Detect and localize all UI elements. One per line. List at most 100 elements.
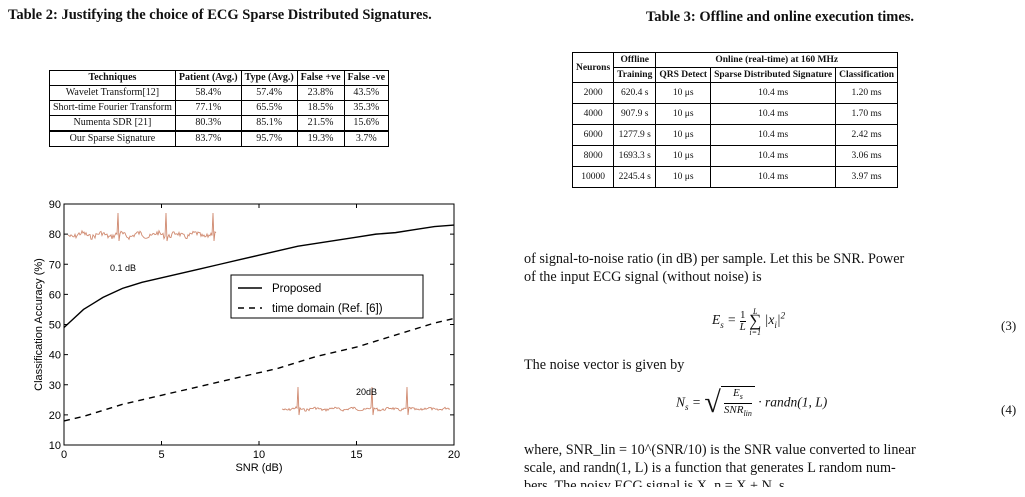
table-cell: 8000	[571, 145, 615, 167]
table-cell: Short-time Fourier Transform	[49, 100, 176, 116]
y-tick-label: 70	[49, 259, 61, 271]
table-cell: Numenta SDR [21]	[49, 115, 176, 132]
equation-3-number: (3)	[1001, 318, 1017, 333]
table-cell: 1693.3 s	[613, 145, 657, 167]
table2-header: Type (Avg.)	[240, 70, 298, 86]
table-cell: 10 μs	[655, 103, 712, 125]
plot-frame	[63, 203, 455, 446]
table-cell: 4000	[571, 103, 615, 125]
table3-header-online: Online (real-time) at 160 MHz	[655, 52, 899, 68]
table-row: Wavelet Transform[12] 58.4% 57.4% 23.8% …	[49, 85, 390, 101]
table-cell: 85.1%	[240, 115, 298, 132]
table-cell: 19.3%	[296, 130, 345, 147]
y-tick-label: 80	[49, 229, 61, 241]
x-tick-label: 0	[61, 449, 67, 461]
table-cell: 58.4%	[174, 85, 242, 101]
table-cell: 65.5%	[240, 100, 298, 116]
table-cell: 10 μs	[655, 82, 712, 104]
table-cell: 21.5%	[296, 115, 345, 132]
table-row: 2000 620.4 s 10 μs 10.4 ms 1.20 ms	[571, 82, 899, 104]
table3-caption: Table 3: Offline and online execution ti…	[645, 9, 915, 25]
table-row: Numenta SDR [21] 80.3% 85.1% 21.5% 15.6%	[49, 115, 390, 132]
series-line	[63, 317, 455, 422]
table-row: 4000 907.9 s 10 μs 10.4 ms 1.70 ms	[571, 103, 899, 125]
table-cell: 18.5%	[296, 100, 345, 116]
table-cell: 10000	[571, 166, 615, 188]
table-cell: Wavelet Transform[12]	[49, 85, 176, 101]
table-cell: 1.70 ms	[835, 103, 899, 125]
table-cell: 43.5%	[343, 85, 390, 101]
x-axis-label: SNR (dB)	[235, 462, 282, 474]
y-axis-label: Classification Accuracy (%)	[33, 258, 45, 391]
table-cell: 95.7%	[240, 130, 298, 147]
table3-subheader: QRS Detect	[655, 67, 712, 83]
table-cell: 10.4 ms	[710, 145, 837, 167]
table-cell: 15.6%	[343, 115, 390, 132]
table-cell: 620.4 s	[613, 82, 657, 104]
table-row: 10000 2245.4 s 10 μs 10.4 ms 3.97 ms	[571, 166, 899, 188]
table-cell: 57.4%	[240, 85, 298, 101]
table-cell: 6000	[571, 124, 615, 146]
table3-subheader-row: Training QRS Detect Sparse Distributed S…	[573, 67, 899, 83]
table-cell: 10.4 ms	[710, 103, 837, 125]
table-row: Short-time Fourier Transform 77.1% 65.5%…	[49, 100, 390, 116]
table-cell: 3.06 ms	[835, 145, 899, 167]
text-line: bers. The noisy ECG signal is X_n = X + …	[524, 478, 789, 487]
table-row: Our Sparse Signature 83.7% 95.7% 19.3% 3…	[49, 130, 390, 147]
x-tick-label: 20	[448, 449, 460, 461]
annotation-label: 0.1 dB	[110, 263, 136, 273]
table-row: 8000 1693.3 s 10 μs 10.4 ms 3.06 ms	[571, 145, 899, 167]
table3-header-row: Neurons Offline Online (real-time) at 16…	[571, 52, 899, 83]
table-cell: 77.1%	[174, 100, 242, 116]
table-cell: 2000	[571, 82, 615, 104]
table-cell: 35.3%	[343, 100, 390, 116]
table-cell: Our Sparse Signature	[49, 130, 176, 147]
table-cell: 10.4 ms	[710, 124, 837, 146]
table-cell: 1.20 ms	[835, 82, 899, 104]
table-cell: 23.8%	[296, 85, 345, 101]
table3-subheader: Sparse Distributed Signature	[710, 67, 837, 83]
ecg-inset-clean	[281, 386, 451, 416]
table-cell: 10.4 ms	[710, 166, 837, 188]
x-tick-label: 5	[158, 449, 164, 461]
body-paragraph-2: The noise vector is given by	[524, 357, 685, 373]
accuracy-chart: 10 20 30 40 50 60 70 80 90 0 5 10 15 20 SNR (dB) Classi…	[33, 199, 460, 474]
y-tick-label: 50	[49, 320, 61, 332]
annotation-label: 20dB	[356, 387, 377, 397]
table2-header: Patient (Avg.)	[174, 70, 242, 86]
table2-header-row: Techniques Patient (Avg.) Type (Avg.) Fa…	[49, 70, 390, 86]
table3-subheader: Classification	[835, 67, 899, 83]
table-cell: 2245.4 s	[613, 166, 657, 188]
y-tick-label: 30	[49, 380, 61, 392]
table3-header-offline: Offline	[613, 52, 657, 68]
table-cell: 10 μs	[655, 166, 712, 188]
table-cell: 2.42 ms	[835, 124, 899, 146]
table-row: 6000 1277.9 s 10 μs 10.4 ms 2.42 ms	[571, 124, 899, 146]
text-line: scale, and randn(1, L) is a function tha…	[524, 460, 896, 476]
table-cell: 3.7%	[343, 130, 390, 147]
table-cell: 80.3%	[174, 115, 242, 132]
table3-subheader: Training	[613, 67, 657, 83]
table2: Techniques Patient (Avg.) Type (Avg.) Fa…	[49, 70, 390, 147]
table3-header-neurons: Neurons	[571, 52, 615, 83]
series-line	[63, 224, 455, 329]
legend-label: Proposed	[272, 283, 321, 295]
table-cell: 83.7%	[174, 130, 242, 147]
equation-4: Ns = √ Es SNRlin · randn(1, L)	[676, 386, 828, 420]
table2-header: False +ve	[296, 70, 345, 86]
legend-label: time domain (Ref. [6])	[272, 303, 383, 315]
table-cell: 10 μs	[655, 124, 712, 146]
y-tick-label: 40	[49, 350, 61, 362]
y-tick-label: 10	[49, 440, 61, 452]
table-cell: 3.97 ms	[835, 166, 899, 188]
body-paragraph-1: of signal-to-noise ratio (in dB) per sam…	[524, 250, 1019, 286]
table-cell: 10.4 ms	[710, 82, 837, 104]
x-tick-label: 15	[350, 449, 362, 461]
legend-box	[230, 274, 424, 319]
text-line: of the input ECG signal (without noise) …	[524, 269, 762, 285]
text-line: of signal-to-noise ratio (in dB) per sam…	[524, 251, 905, 267]
table2-header: False -ve	[343, 70, 390, 86]
table-cell: 1277.9 s	[613, 124, 657, 146]
table2-caption: Table 2: Justifying the choice of ECG Sp…	[8, 7, 432, 23]
